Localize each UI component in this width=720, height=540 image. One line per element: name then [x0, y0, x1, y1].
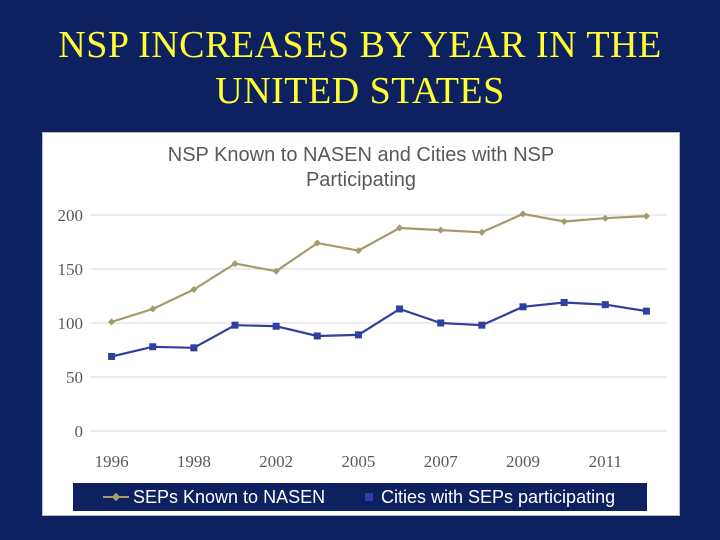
legend-item-nasen: SEPs Known to NASEN: [103, 485, 325, 509]
legend-marker-nasen: [103, 491, 129, 503]
x-tick-label: 2011: [589, 452, 622, 471]
chart-title-line-2: Participating: [305, 169, 417, 191]
data-point-0-7: [396, 224, 404, 232]
data-point-1-10: [519, 303, 527, 311]
data-point-0-10: [519, 210, 527, 218]
y-tick-label: 0: [75, 422, 84, 441]
data-point-1-2: [190, 344, 198, 352]
data-point-1-8: [437, 319, 445, 327]
data-point-1-13: [642, 307, 650, 315]
data-point-0-11: [560, 217, 568, 226]
data-point-1-3: [231, 321, 239, 329]
chart-title: NSP Known to NASEN and Cities with NSP P…: [123, 143, 599, 193]
chart-panel: 0 50 100 150 200 1996 1998 2002 2005 2007 2009 2011…: [42, 132, 680, 516]
data-point-0-6: [354, 247, 362, 255]
data-point-1-11: [560, 298, 568, 306]
data-point-1-9: [478, 321, 486, 329]
y-tick-label: 100: [58, 314, 84, 333]
legend-label-nasen: SEPs Known to NASEN: [133, 486, 326, 507]
data-point-0-12: [601, 214, 609, 222]
legend-item-cities: Cities with SEPs participating: [363, 485, 615, 509]
data-point-1-5: [313, 332, 321, 340]
legend: SEPs Known to NASEN Cities with SEPs par…: [73, 483, 647, 511]
data-point-1-7: [396, 305, 404, 313]
data-point-1-1: [149, 343, 157, 351]
data-point-0-0: [108, 318, 116, 326]
x-tick-label: 2002: [259, 452, 293, 471]
data-point-1-12: [601, 301, 609, 309]
data-point-1-6: [354, 331, 362, 339]
data-point-0-3: [231, 260, 239, 268]
x-tick-label: 2005: [341, 452, 375, 471]
series-line-0: [111, 212, 647, 323]
data-point-0-2: [190, 285, 198, 294]
data-point-0-9: [478, 228, 486, 236]
y-tick-label: 200: [58, 206, 84, 225]
slide-title-line-2: UNITED STATES: [215, 70, 505, 112]
x-tick-label: 2007: [424, 452, 459, 471]
x-tick-label: 1998: [177, 452, 211, 471]
data-point-0-8: [437, 226, 445, 234]
data-point-0-5: [313, 239, 321, 247]
y-tick-label: 150: [58, 260, 84, 279]
data-point-0-13: [642, 212, 650, 220]
x-tick-label: 1996: [95, 452, 129, 471]
data-point-0-1: [149, 305, 157, 313]
slide-title: NSP INCREASES BY YEAR IN THE UNITED STAT…: [0, 22, 720, 114]
line-chart: 0 50 100 150 200 1996 1998 2002 2005 2007 2009 2011: [58, 206, 667, 471]
data-point-1-4: [272, 322, 280, 330]
data-point-0-4: [272, 267, 280, 275]
series-line-1: [111, 301, 647, 358]
chart-title-line-1: NSP Known to NASEN and Cities with NSP: [167, 144, 555, 166]
y-tick-label: 50: [66, 368, 83, 387]
data-point-1-0: [108, 352, 116, 360]
slide-title-line-1: NSP INCREASES BY YEAR IN THE: [58, 24, 662, 66]
legend-label-cities: Cities with SEPs participating: [381, 486, 616, 507]
legend-marker-cities: [365, 493, 373, 501]
x-tick-label: 2009: [506, 452, 540, 471]
